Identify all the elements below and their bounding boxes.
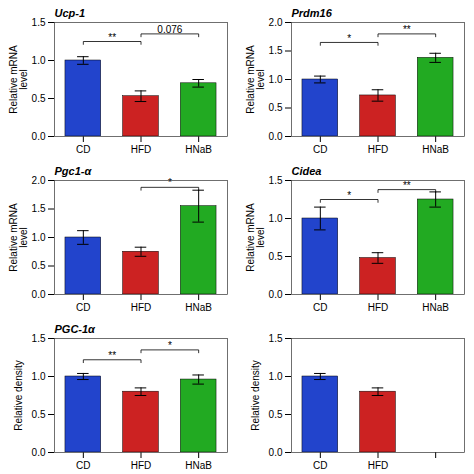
svg-text:0.5: 0.5 bbox=[269, 251, 283, 262]
svg-text:HNaB: HNaB bbox=[422, 302, 449, 313]
svg-text:*: * bbox=[168, 177, 172, 188]
svg-text:2.0: 2.0 bbox=[32, 175, 46, 186]
svg-text:0.0: 0.0 bbox=[32, 289, 46, 300]
svg-text:**: ** bbox=[108, 32, 116, 43]
svg-text:1.0: 1.0 bbox=[32, 55, 46, 66]
svg-text:Relative density: Relative density bbox=[250, 360, 261, 431]
svg-text:Relative mRNAlevel: Relative mRNAlevel bbox=[245, 45, 266, 114]
svg-text:**: ** bbox=[403, 24, 411, 35]
svg-text:Prdm16: Prdm16 bbox=[292, 7, 333, 19]
svg-text:0.0: 0.0 bbox=[32, 447, 46, 458]
svg-text:1.5: 1.5 bbox=[269, 175, 283, 186]
svg-text:0.0: 0.0 bbox=[269, 447, 283, 458]
svg-text:0.5: 0.5 bbox=[269, 102, 283, 113]
svg-text:1.0: 1.0 bbox=[269, 213, 283, 224]
svg-text:CD: CD bbox=[313, 460, 327, 471]
svg-text:1.5: 1.5 bbox=[269, 333, 283, 344]
svg-text:*: * bbox=[168, 340, 172, 351]
svg-text:HFD: HFD bbox=[131, 144, 152, 155]
svg-text:1.5: 1.5 bbox=[32, 203, 46, 214]
svg-text:0.0: 0.0 bbox=[269, 131, 283, 142]
svg-text:PGC-1α: PGC-1α bbox=[55, 323, 97, 335]
svg-text:1.0: 1.0 bbox=[269, 371, 283, 382]
svg-text:HFD: HFD bbox=[368, 460, 389, 471]
svg-text:1.0: 1.0 bbox=[269, 74, 283, 85]
svg-text:Ucp-1: Ucp-1 bbox=[55, 7, 86, 19]
svg-text:0.5: 0.5 bbox=[32, 260, 46, 271]
svg-text:HNaB: HNaB bbox=[185, 460, 212, 471]
svg-text:1.5: 1.5 bbox=[32, 17, 46, 28]
svg-text:**: ** bbox=[403, 180, 411, 191]
svg-text:HFD: HFD bbox=[131, 460, 152, 471]
svg-text:0.5: 0.5 bbox=[32, 409, 46, 420]
svg-text:1.5: 1.5 bbox=[269, 45, 283, 56]
svg-text:0.5: 0.5 bbox=[32, 93, 46, 104]
svg-text:1.0: 1.0 bbox=[32, 371, 46, 382]
svg-text:0.076: 0.076 bbox=[157, 24, 182, 35]
svg-text:CD: CD bbox=[76, 144, 90, 155]
svg-text:*: * bbox=[347, 33, 351, 44]
svg-text:**: ** bbox=[108, 350, 116, 361]
svg-text:CD: CD bbox=[76, 302, 90, 313]
svg-text:1.0: 1.0 bbox=[32, 232, 46, 243]
svg-text:CD: CD bbox=[313, 302, 327, 313]
svg-text:Cidea: Cidea bbox=[292, 165, 322, 177]
svg-text:HNaB: HNaB bbox=[422, 144, 449, 155]
svg-text:0.0: 0.0 bbox=[269, 289, 283, 300]
svg-text:CD: CD bbox=[76, 460, 90, 471]
svg-text:CD: CD bbox=[313, 144, 327, 155]
svg-text:0.5: 0.5 bbox=[269, 409, 283, 420]
svg-text:Relative mRNAlevel: Relative mRNAlevel bbox=[245, 203, 266, 272]
svg-text:Relative mRNAlevel: Relative mRNAlevel bbox=[8, 203, 29, 272]
svg-text:HFD: HFD bbox=[368, 144, 389, 155]
svg-text:0.0: 0.0 bbox=[32, 131, 46, 142]
svg-text:Pgc1-α: Pgc1-α bbox=[55, 165, 93, 177]
svg-text:*: * bbox=[347, 190, 351, 201]
svg-text:2.0: 2.0 bbox=[269, 17, 283, 28]
svg-text:Relative mRNAlevel: Relative mRNAlevel bbox=[8, 45, 29, 114]
svg-text:1.5: 1.5 bbox=[32, 333, 46, 344]
svg-text:HFD: HFD bbox=[131, 302, 152, 313]
svg-text:HFD: HFD bbox=[368, 302, 389, 313]
svg-text:Relative density: Relative density bbox=[13, 360, 24, 431]
svg-text:HNaB: HNaB bbox=[185, 302, 212, 313]
svg-text:HNaB: HNaB bbox=[185, 144, 212, 155]
